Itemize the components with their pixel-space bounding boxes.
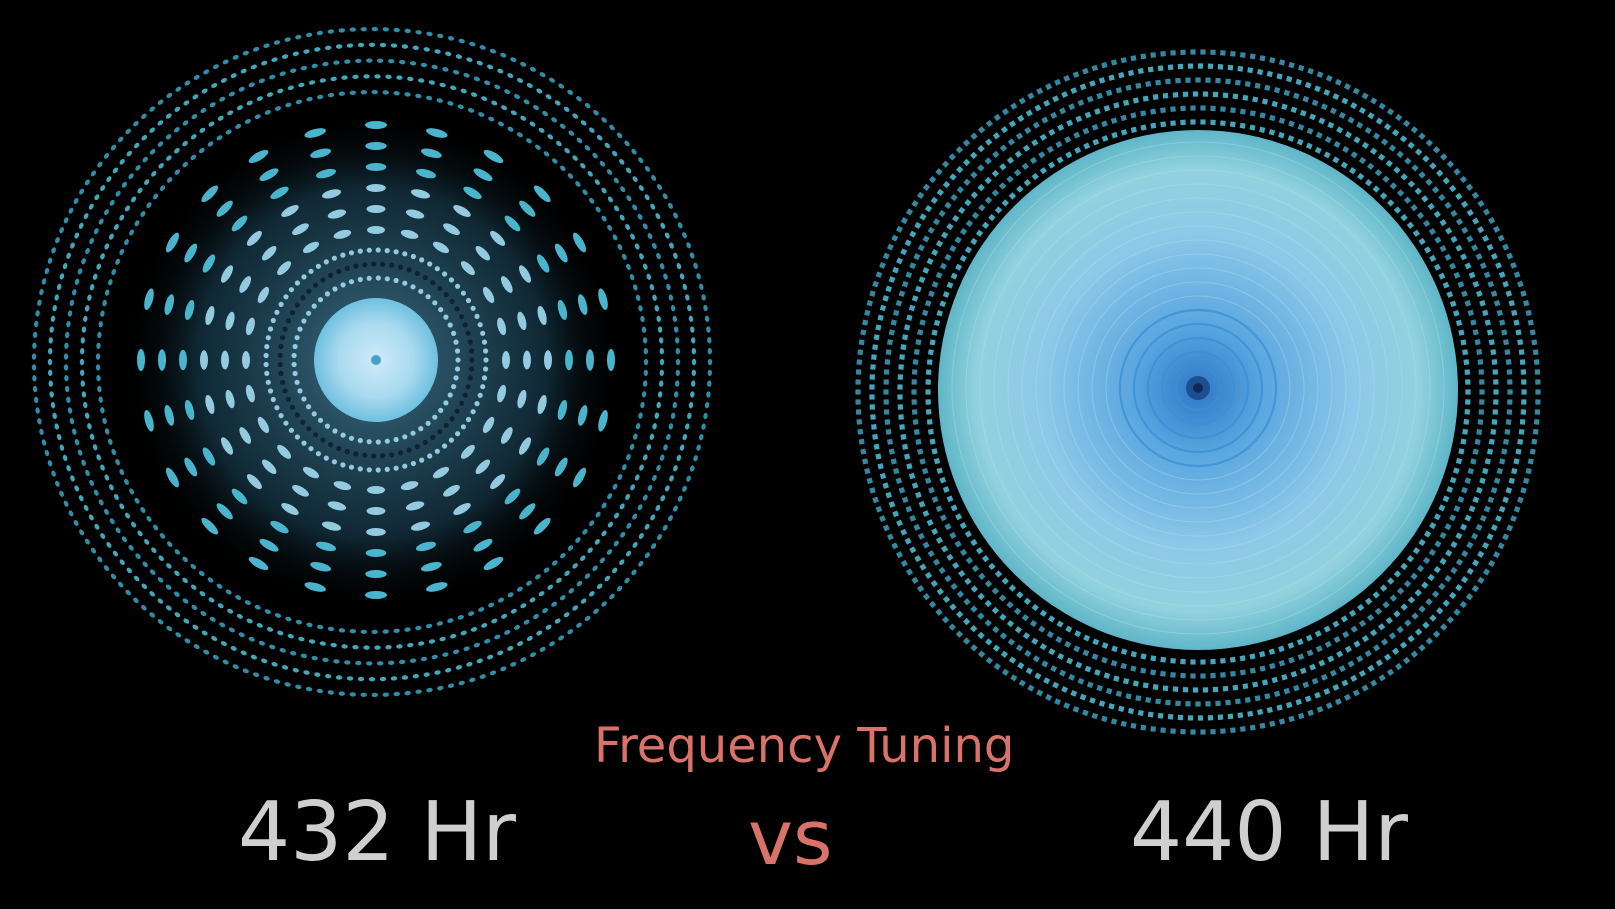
cymatic-pattern-440: [855, 49, 1541, 735]
versus-label: vs: [748, 793, 833, 882]
left-frequency-label: 432 Hr: [238, 785, 516, 880]
right-frequency-label: 440 Hr: [1130, 785, 1408, 880]
caption-title: Frequency Tuning: [594, 718, 1015, 774]
cymatic-pattern-432: [31, 26, 713, 698]
